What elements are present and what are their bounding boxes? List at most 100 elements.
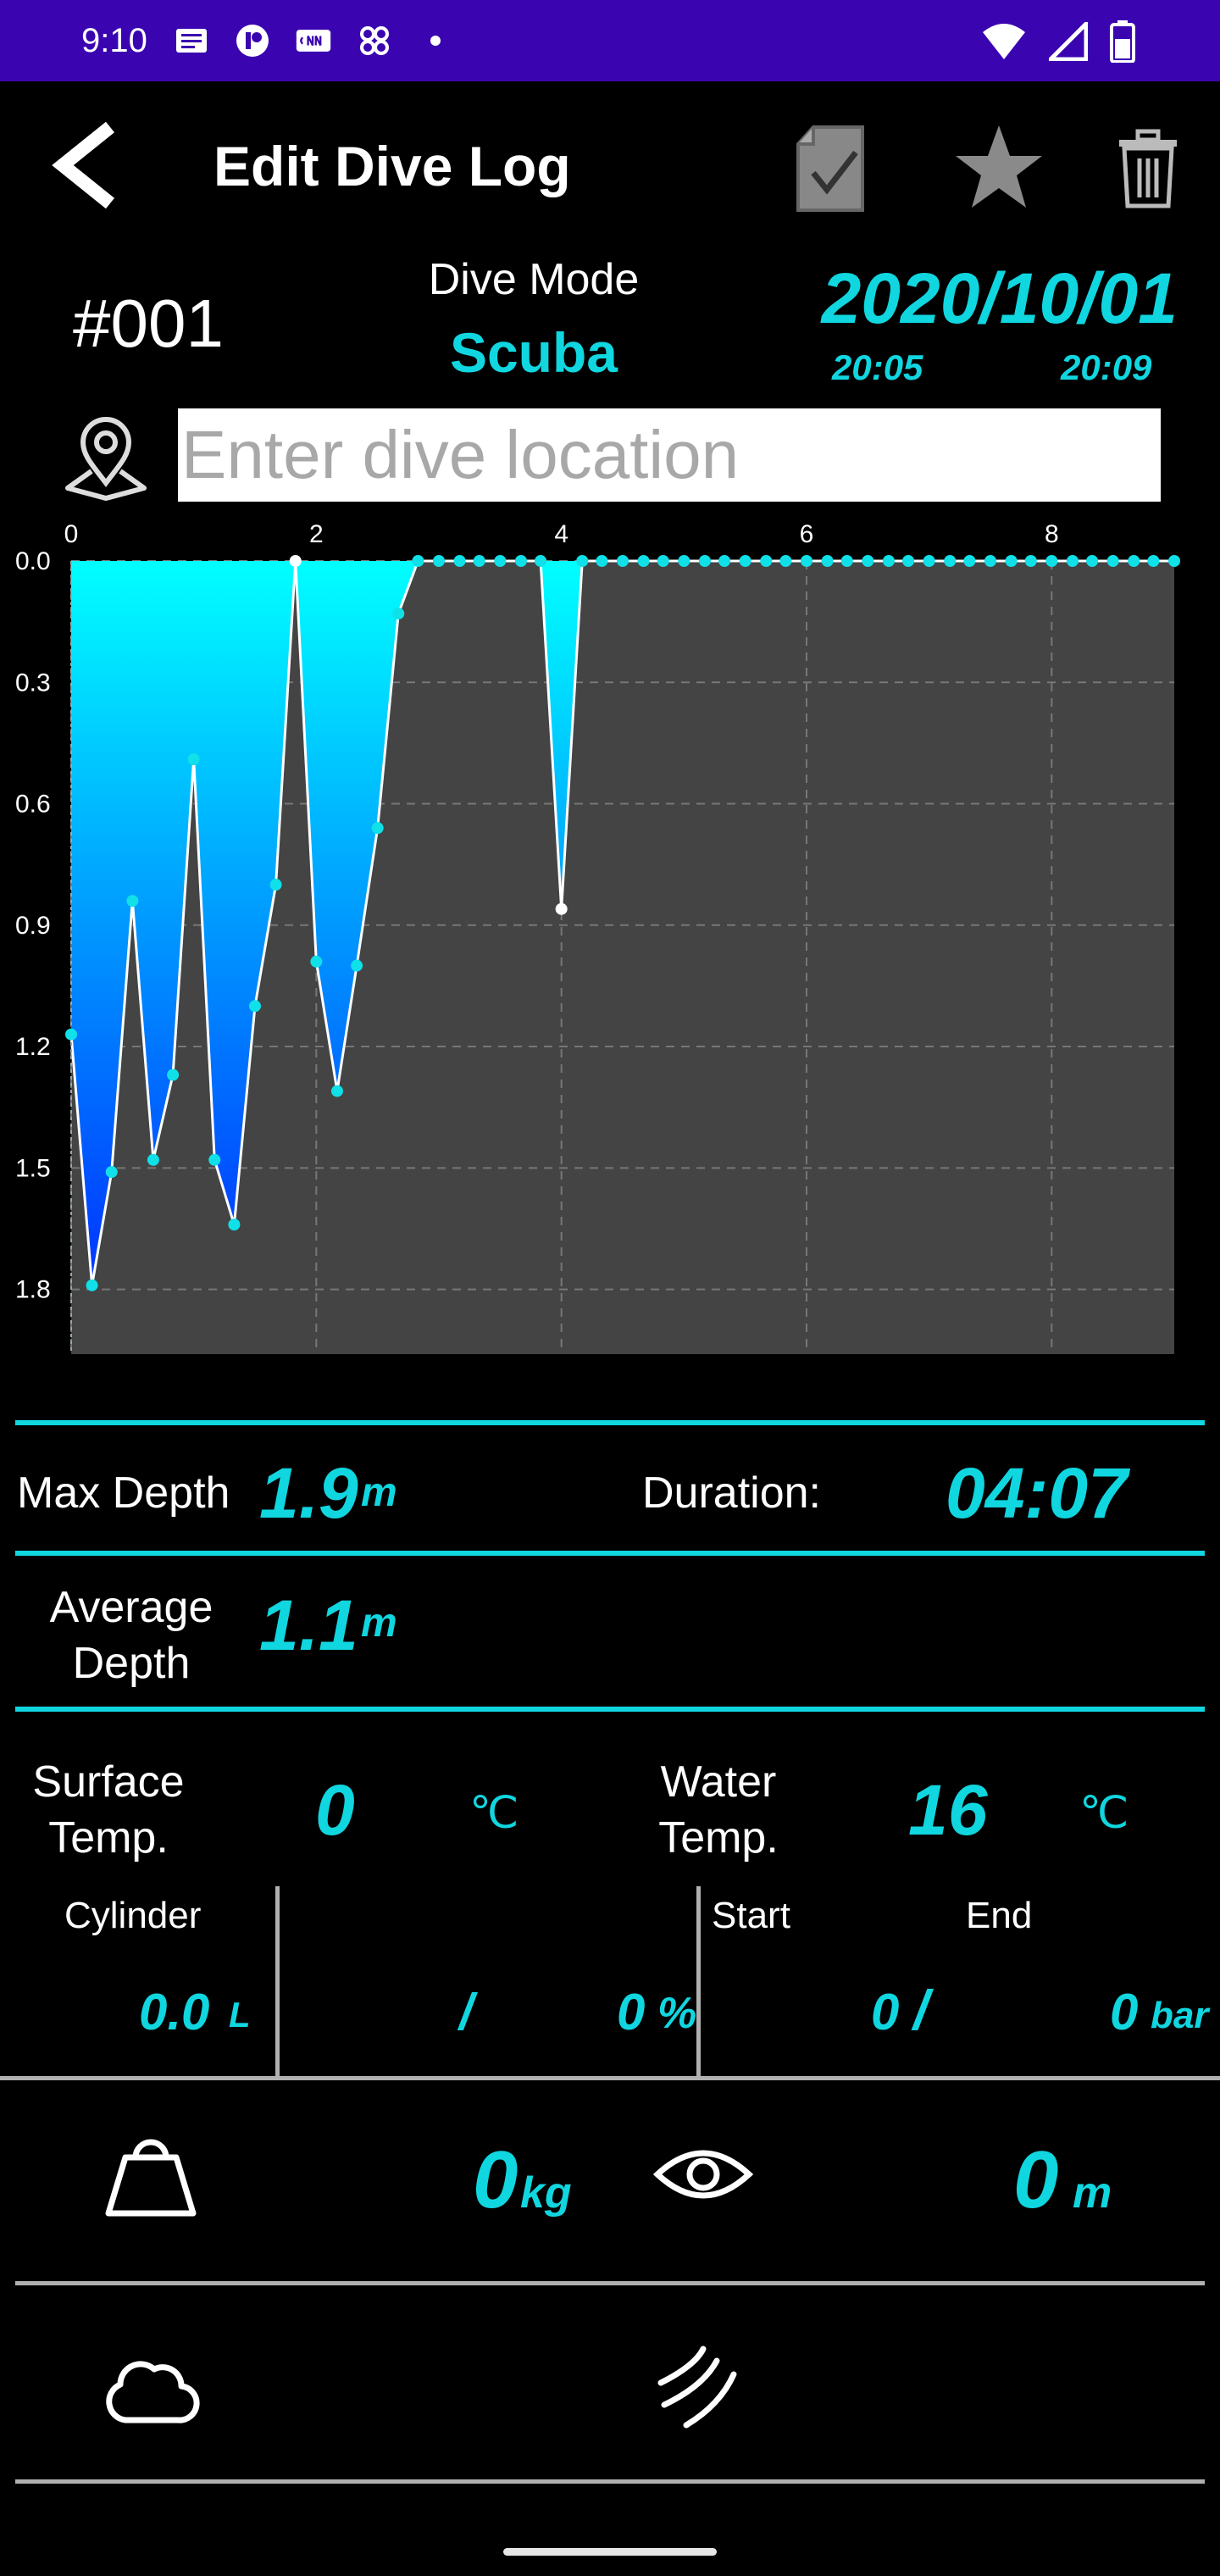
chart-x-tick-label: 6: [800, 520, 814, 548]
chart-y-tick-label: 0.9: [15, 912, 51, 940]
surface-temp-value[interactable]: 0: [315, 1770, 355, 1850]
signal-icon: [1045, 18, 1089, 65]
start-time[interactable]: 20:05: [832, 347, 923, 387]
water-temp-unit: ℃: [1079, 1789, 1129, 1838]
top-app-bar: Edit Dive Log: [0, 81, 1220, 251]
depth-point: [65, 1028, 77, 1041]
save-check-icon: [796, 125, 864, 212]
visibility-value[interactable]: 0: [1013, 2135, 1059, 2225]
depth-point: [86, 1279, 98, 1291]
depth-point: [801, 555, 812, 567]
depth-point: [269, 879, 282, 891]
chart-y-tick-label: 1.8: [15, 1276, 51, 1304]
battery-icon: [1110, 20, 1135, 67]
back-button[interactable]: [42, 119, 127, 212]
chart-y-tick-label: 0.0: [15, 547, 51, 575]
depth-point: [862, 555, 874, 567]
weight-unit: kg: [520, 2168, 572, 2218]
depth-point: [1066, 555, 1079, 567]
depth-point: [147, 1153, 159, 1166]
weight-value[interactable]: 0: [473, 2135, 518, 2225]
divider: [15, 1420, 1205, 1425]
surface-temp-label: Surface Temp.: [0, 1754, 217, 1866]
average-depth-label: Average Depth: [25, 1579, 237, 1691]
depth-point: [1168, 555, 1180, 567]
location-pin-icon: [59, 408, 152, 502]
depth-point: [944, 555, 957, 567]
depth-point: [576, 555, 589, 567]
dive-date[interactable]: 2020/10/01: [821, 258, 1178, 338]
star-icon: [956, 125, 1042, 208]
depth-point: [1045, 555, 1058, 567]
cylinder-volume-unit: L: [229, 1995, 251, 2035]
end-pressure-label: End: [966, 1895, 1033, 1936]
depth-point: [187, 753, 200, 765]
save-button[interactable]: [784, 122, 877, 215]
end-pressure-value[interactable]: 0: [1110, 1984, 1139, 2040]
depth-point: [249, 1000, 261, 1013]
gas-mix-separator: /: [459, 1984, 474, 2040]
average-depth-label-line1: Average: [49, 1583, 214, 1632]
depth-point: [494, 555, 507, 567]
chart-x-tick-label: 8: [1045, 520, 1059, 548]
delete-button[interactable]: [1101, 122, 1195, 215]
current-wind-icon[interactable]: [652, 2340, 754, 2434]
average-depth-label-line2: Depth: [72, 1639, 191, 1688]
depth-point: [963, 555, 976, 567]
depth-profile-chart: 0 2 4 6 8 0.0 0.3 0.6 0.9 1.2 1.5 1.8: [15, 520, 1180, 1354]
start-pressure-value[interactable]: 0: [871, 1984, 900, 2040]
depth-point: [902, 555, 915, 567]
depth-point: [330, 1085, 343, 1097]
dive-mode-value[interactable]: Scuba: [449, 321, 618, 384]
chart-y-tick-label: 0.3: [15, 669, 51, 697]
depth-point: [1005, 555, 1018, 567]
depth-point: [657, 555, 669, 567]
depth-point: [718, 555, 731, 567]
weight-icon: [100, 2129, 202, 2222]
end-time[interactable]: 20:09: [1061, 347, 1152, 387]
depth-point: [371, 822, 384, 835]
status-time: 9:10: [81, 21, 147, 59]
dive-number: #001: [73, 286, 224, 361]
cylinder-volume-value[interactable]: 0.0: [139, 1984, 210, 2040]
depth-point: [392, 608, 405, 620]
surface-temp-label-line1: Surface: [32, 1757, 185, 1807]
depth-point: [1024, 555, 1037, 567]
news-icon: [173, 22, 210, 59]
weather-cloud-icon[interactable]: [100, 2349, 202, 2434]
depth-point: [821, 555, 834, 567]
divider: [15, 2281, 1205, 2285]
gas-mix-value[interactable]: 0: [617, 1984, 646, 2040]
depth-point: [739, 555, 751, 567]
duration-label: Duration:: [642, 1468, 821, 1518]
depth-point: [105, 1166, 118, 1179]
depth-point: [412, 555, 424, 567]
home-indicator[interactable]: [503, 2548, 717, 2556]
favorite-button[interactable]: [952, 122, 1045, 215]
cylinder-divider-2: [696, 1886, 701, 2078]
depth-point: [617, 555, 629, 567]
depth-point: [882, 555, 895, 567]
visibility-eye-icon: [652, 2140, 754, 2208]
pinwheel-icon: [356, 22, 393, 59]
circle-app-icon: [234, 22, 271, 59]
visibility-unit: m: [1073, 2168, 1112, 2218]
max-depth-unit: m: [361, 1470, 397, 1515]
depth-area: [71, 561, 1174, 1285]
dive-location-input[interactable]: [178, 408, 1161, 502]
dot-icon: [417, 22, 454, 59]
divider: [15, 2479, 1205, 2484]
depth-point: [678, 555, 690, 567]
cylinder-divider-1: [275, 1886, 280, 2078]
divider: [15, 1551, 1205, 1556]
depth-point: [840, 555, 853, 567]
cylinder-label: Cylinder: [64, 1895, 202, 1936]
dive-mode-label: Dive Mode: [428, 255, 640, 304]
water-temp-value[interactable]: 16: [908, 1770, 988, 1850]
depth-point: [1147, 555, 1160, 567]
depth-point: [596, 555, 608, 567]
depth-point: [535, 555, 547, 567]
depth-point: [208, 1153, 221, 1166]
max-depth-value: 1.9: [259, 1453, 358, 1533]
back-arrow-icon: [52, 121, 115, 209]
